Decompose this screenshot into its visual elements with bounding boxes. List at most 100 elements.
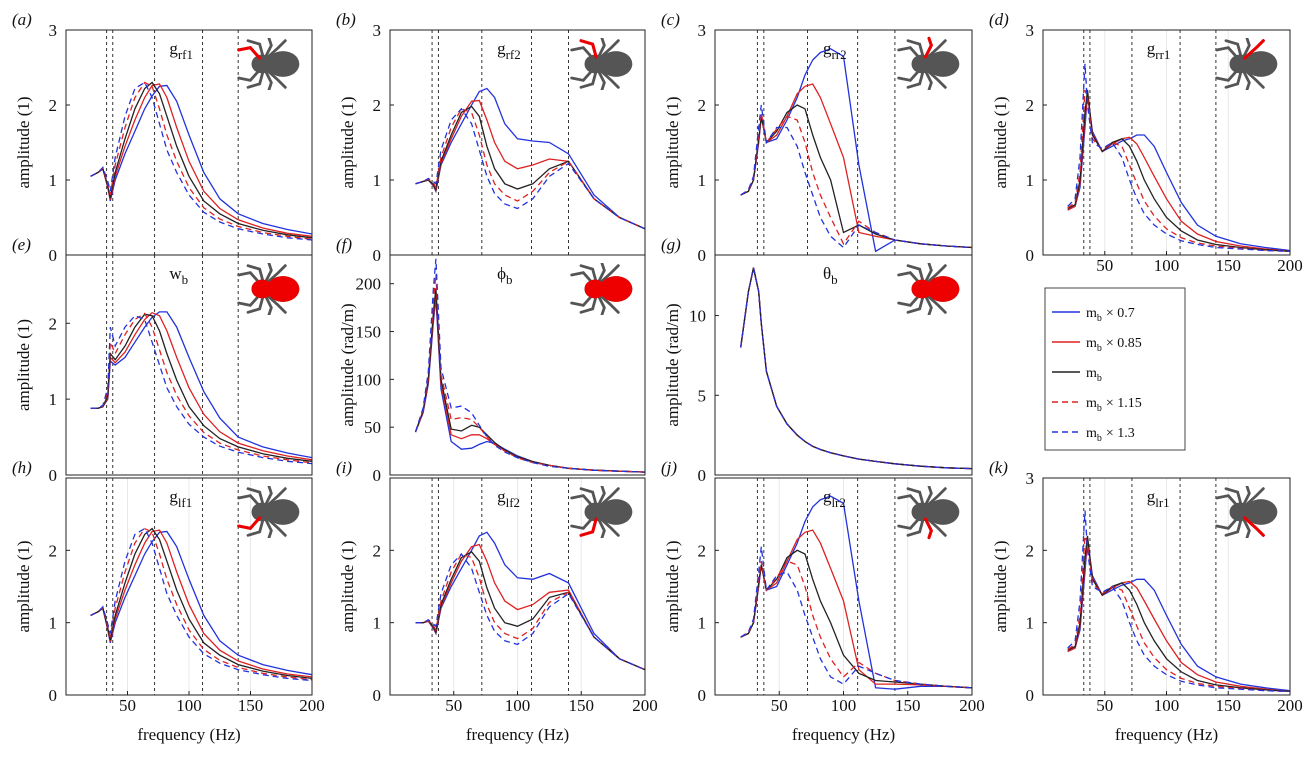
panel-label: (d) <box>989 10 1009 29</box>
y-tick-label: 1 <box>373 171 382 190</box>
x-tick-label: 150 <box>1216 256 1242 275</box>
series-line <box>415 553 645 671</box>
panel: 0 5 10 (g) amplitude (rad/m) θb <box>661 235 973 485</box>
panel-title: glr2 <box>823 487 846 510</box>
axes-frame <box>714 254 973 476</box>
y-tick-label: 1 <box>698 171 707 190</box>
series-line <box>740 549 972 689</box>
legend-label: mb × 1.3 <box>1086 426 1135 444</box>
panel: 50 100 150 200 0 1 2 (h) amplitude (1) frequency … <box>12 458 325 744</box>
highlight-leg <box>579 39 598 59</box>
series-line <box>740 83 972 249</box>
series-line <box>90 311 312 459</box>
legend-subscript: b <box>1097 433 1102 444</box>
highlight-leg <box>1243 39 1265 60</box>
x-tick-label: 150 <box>569 696 595 715</box>
title-symbol: g <box>497 39 506 58</box>
y-tick-label: 1 <box>1026 614 1035 633</box>
spider-highlight <box>1243 516 1265 537</box>
title-symbol: w <box>169 264 182 283</box>
y-tick-label: 0 <box>698 466 707 485</box>
spider-highlight <box>584 276 633 302</box>
series-line <box>90 81 312 241</box>
panel: 50 100 150 200 0 1 2 3 (k) amplitude (1) frequency… <box>989 458 1303 744</box>
series-line <box>740 560 972 689</box>
legend-factor: × 1.3 <box>1106 426 1135 441</box>
y-tick-label: 0 <box>1026 246 1035 265</box>
y-tick-label: 1 <box>49 171 58 190</box>
y-tick-label: 1 <box>1026 171 1035 190</box>
series-line <box>740 529 972 689</box>
axes-frame <box>389 477 646 696</box>
axes-frame <box>389 254 646 476</box>
series-line <box>414 258 645 473</box>
x-axis-label: frequency (Hz) <box>466 725 569 744</box>
title-symbol: g <box>823 487 832 506</box>
series-line <box>415 552 645 671</box>
spider-highlight <box>579 39 598 59</box>
title-subscript: rf2 <box>506 47 521 62</box>
series-line <box>1067 89 1290 252</box>
title-symbol: g <box>169 487 178 506</box>
axes-frame <box>1042 29 1291 256</box>
y-tick-label: 0 <box>373 686 382 705</box>
panel-label: (h) <box>12 458 32 477</box>
x-tick-label: 200 <box>1277 696 1303 715</box>
x-tick-label: 150 <box>895 696 921 715</box>
y-tick-label: 1 <box>698 614 707 633</box>
legend-name: m <box>1086 336 1097 351</box>
spider-highlight <box>923 36 933 59</box>
panel: 0 1 2 3 (b) amplitude (1) grf2 <box>336 10 646 265</box>
y-tick-label: 2 <box>1026 96 1035 115</box>
legend-label: mb <box>1086 366 1102 384</box>
spider-icon <box>237 486 301 538</box>
y-tick-label: 1 <box>49 614 58 633</box>
x-tick-label: 100 <box>1154 256 1180 275</box>
series-line <box>90 530 312 676</box>
series-line <box>415 107 645 230</box>
panel: 0 1 2 (e) amplitude (1) wb <box>12 235 313 485</box>
y-axis-label: amplitude (1) <box>991 540 1010 632</box>
panel-label: (e) <box>12 235 31 254</box>
panel-title: θb <box>823 264 838 287</box>
series-line <box>1067 93 1290 252</box>
series-line <box>90 83 312 237</box>
panel-title: glf1 <box>169 487 192 510</box>
legend-box <box>1044 287 1186 451</box>
y-tick-label: 3 <box>373 21 382 40</box>
series-line <box>90 313 312 462</box>
title-symbol: g <box>823 39 832 58</box>
panel: 50 100 150 200 0 1 2 (j) amplitude (1) frequency … <box>661 458 985 744</box>
y-tick-label: 0 <box>373 466 382 485</box>
title-subscript: rr2 <box>831 47 846 62</box>
spider-icon <box>1215 486 1279 538</box>
series-line <box>740 267 972 470</box>
title-subscript: rf1 <box>178 47 193 62</box>
x-tick-label: 50 <box>445 696 462 715</box>
highlight-body <box>599 276 633 302</box>
y-tick-label: 2 <box>49 314 58 333</box>
series-line <box>1067 539 1290 692</box>
x-tick-label: 100 <box>831 696 857 715</box>
highlight-leg <box>237 516 262 530</box>
panel: 50 100 150 200 0 1 2 (i) amplitude (1) frequency … <box>336 458 658 744</box>
y-tick-label: 1 <box>49 390 58 409</box>
title-subscript: b <box>506 272 512 287</box>
series-line <box>740 104 972 249</box>
series-line <box>90 527 312 682</box>
series-line <box>90 84 312 235</box>
highlight-body <box>926 276 960 302</box>
x-tick-label: 50 <box>771 696 788 715</box>
series-line <box>90 81 312 240</box>
panel: 50 100 150 200 0 1 2 3 (d) amplitude (1) grr1 <box>989 10 1303 275</box>
highlight-body <box>251 279 273 299</box>
panel-title: glr1 <box>1147 487 1170 510</box>
y-tick-label: 50 <box>364 418 381 437</box>
highlight-leg <box>1243 516 1265 537</box>
panel: 0 1 2 3 (a) amplitude (1) grf1 <box>12 10 313 265</box>
title-symbol: g <box>1147 39 1156 58</box>
legend-factor: × 0.7 <box>1106 306 1135 321</box>
title-subscript: b <box>182 272 189 287</box>
y-axis-label: amplitude (1) <box>991 96 1010 188</box>
